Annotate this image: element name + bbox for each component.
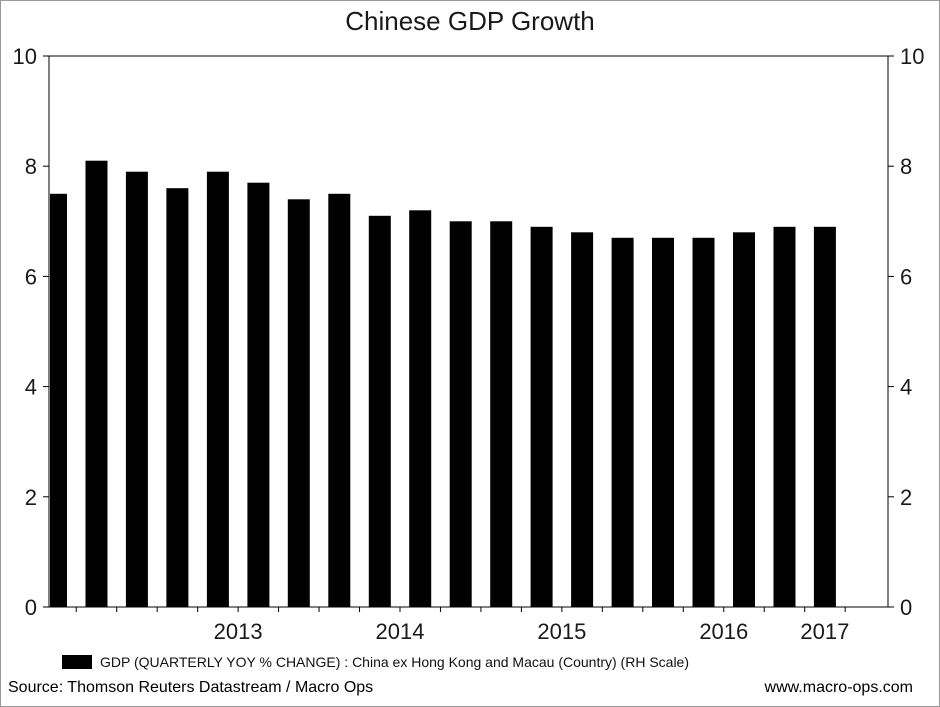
bar-2016-Q3 — [733, 232, 755, 608]
left-tick-label-2: 2 — [25, 485, 37, 510]
bar-2014-Q2 — [368, 215, 391, 608]
legend-label: GDP (QUARTERLY YOY % CHANGE) : China ex … — [100, 654, 690, 670]
bar-2012-Q2 — [50, 193, 67, 608]
bar-2015-Q3 — [571, 232, 594, 608]
legend: GDP (QUARTERLY YOY % CHANGE) : China ex … — [62, 652, 689, 672]
x-tick-label-2015: 2015 — [537, 619, 586, 644]
left-tick-label-8: 8 — [25, 154, 37, 179]
left-tick-label-6: 6 — [25, 264, 37, 289]
right-tick-label-4: 4 — [900, 375, 912, 400]
bar-2015-Q1 — [490, 221, 513, 608]
bar-2016-Q2 — [692, 237, 715, 608]
right-tick-label-0: 0 — [900, 595, 912, 620]
bar-2015-Q4 — [611, 237, 634, 608]
right-tick-label-6: 6 — [900, 264, 912, 289]
legend-swatch — [62, 655, 92, 669]
bar-2014-Q3 — [409, 210, 432, 608]
x-tick-label-2013: 2013 — [214, 619, 263, 644]
left-y-axis: 0 2 4 6 8 10 — [13, 44, 49, 620]
bar-2013-Q4 — [287, 199, 310, 608]
right-tick-label-10: 10 — [900, 44, 924, 69]
x-axis: 2013 2014 2015 2016 2017 — [75, 607, 849, 644]
bar-2014-Q1 — [328, 193, 351, 608]
bar-2012-Q4 — [125, 171, 148, 607]
right-tick-label-8: 8 — [900, 154, 912, 179]
bars-group — [50, 160, 836, 608]
bar-2015-Q2 — [530, 226, 553, 608]
source-note: Source: Thomson Reuters Datastream / Mac… — [8, 679, 374, 696]
bar-2013-Q3 — [247, 182, 270, 607]
website-label: www.macro-ops.com — [764, 679, 913, 696]
bar-2012-Q3 — [85, 160, 108, 607]
right-y-axis: 0 2 4 6 8 10 — [888, 44, 924, 620]
x-tick-label-2016: 2016 — [699, 619, 748, 644]
bar-2016-Q4 — [773, 226, 796, 608]
bar-2013-Q2 — [206, 171, 229, 607]
bar-2016-Q1 — [652, 237, 674, 608]
left-tick-label-10: 10 — [13, 44, 37, 69]
bar-2013-Q1 — [166, 188, 189, 607]
chart-title: Chinese GDP Growth — [345, 6, 595, 36]
left-tick-label-4: 4 — [25, 375, 37, 400]
left-tick-label-0: 0 — [25, 595, 37, 620]
x-tick-label-2017: 2017 — [800, 619, 849, 644]
right-tick-label-2: 2 — [900, 485, 912, 510]
bar-2017-Q1 — [813, 226, 836, 608]
bar-2014-Q4 — [449, 221, 472, 608]
x-tick-label-2014: 2014 — [376, 619, 425, 644]
